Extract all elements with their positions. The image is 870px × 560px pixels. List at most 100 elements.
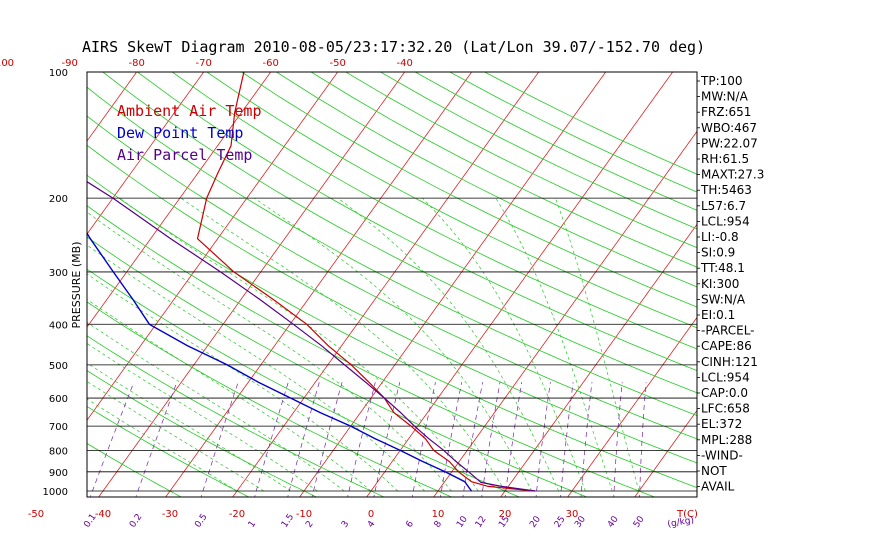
series-line-1 bbox=[87, 231, 473, 492]
pressure-tick-label: 600 bbox=[49, 394, 68, 405]
bottom-temp-tick-label: -40 bbox=[95, 509, 111, 520]
isotherm-line bbox=[0, 72, 70, 497]
dry-adiabat-line bbox=[415, 72, 697, 211]
pressure-tick-label: 900 bbox=[49, 468, 68, 479]
mixing-ratio-tick-label: 8 bbox=[433, 519, 445, 530]
bottom-unit-label: T(C) bbox=[676, 509, 698, 520]
bottom-temp-tick-label: -20 bbox=[229, 509, 245, 520]
index-entry: LCL:954 bbox=[701, 370, 750, 384]
mixing-ratio-line bbox=[89, 382, 135, 497]
mixing-ratio-line bbox=[462, 382, 483, 497]
mixing-ratio-tick-label: 4 bbox=[366, 519, 378, 530]
pressure-tick-label: 100 bbox=[49, 68, 68, 79]
dry-adiabat-line bbox=[276, 72, 697, 288]
legend-entry: Ambient Air Temp bbox=[117, 102, 262, 120]
index-entry: -PARCEL- bbox=[701, 324, 755, 338]
index-entry: LI:-0.8 bbox=[701, 230, 739, 244]
index-entry: TP:100 bbox=[700, 74, 743, 88]
pressure-tick-label: 1000 bbox=[43, 487, 68, 498]
pressure-tick-label: 500 bbox=[49, 361, 68, 372]
mixing-ratio-unit-label: (g/kg) bbox=[667, 515, 695, 529]
moist-adiabat-line bbox=[119, 197, 479, 492]
moist-adiabat-line bbox=[87, 342, 318, 492]
mixing-ratio-tick-label: 3 bbox=[340, 519, 351, 529]
mixing-ratio-line bbox=[481, 382, 501, 497]
pressure-tick-label: 700 bbox=[49, 422, 68, 433]
mixing-ratio-line bbox=[535, 382, 551, 497]
moist-adiabat-line bbox=[87, 244, 425, 492]
mixing-ratio-line bbox=[135, 382, 178, 497]
moist-adiabat-line bbox=[87, 381, 264, 492]
pressure-tick-label: 800 bbox=[49, 446, 68, 457]
mixing-ratio-line bbox=[373, 382, 401, 497]
legend-entry: Air Parcel Temp bbox=[117, 146, 252, 164]
mixing-ratio-line bbox=[411, 382, 436, 497]
legend-entry: Dew Point Temp bbox=[117, 124, 243, 142]
isotherm-line bbox=[87, 72, 272, 328]
bottom-temp-tick-label: -50 bbox=[28, 509, 44, 520]
mixing-ratio-tick-label: 10 bbox=[455, 514, 470, 529]
index-entry: L57:6.7 bbox=[701, 199, 746, 213]
index-entry: MPL:288 bbox=[701, 433, 752, 447]
dry-adiabat-line bbox=[171, 72, 697, 350]
y-axis-label: PRESSURE (MB) bbox=[70, 242, 83, 329]
dry-adiabat-line bbox=[241, 72, 697, 308]
grid-layer bbox=[0, 72, 697, 497]
index-entry: MAXT:27.3 bbox=[701, 168, 764, 182]
pressure-tick-label: 300 bbox=[49, 268, 68, 279]
index-entry: RH:61.5 bbox=[701, 152, 749, 166]
mixing-ratio-line bbox=[613, 382, 623, 497]
moist-adiabat-line bbox=[87, 362, 291, 492]
index-entry: AVAIL bbox=[701, 480, 735, 494]
mixing-ratio-tick-label: 0.2 bbox=[128, 512, 144, 529]
dry-adiabat-line bbox=[310, 72, 697, 268]
mixing-ratio-tick-label: 2 bbox=[304, 519, 315, 529]
index-entry: FRZ:651 bbox=[701, 105, 751, 119]
index-entry: LCL:954 bbox=[701, 214, 750, 228]
mixing-ratio-line bbox=[254, 382, 289, 497]
index-entry: CINH:121 bbox=[701, 355, 758, 369]
mixing-ratio-tick-label: 20 bbox=[528, 514, 543, 529]
mixing-ratio-line bbox=[347, 382, 376, 497]
top-temp-tick-label: -80 bbox=[129, 58, 145, 69]
index-entry: LFC:658 bbox=[701, 402, 750, 416]
index-entry: MW:N/A bbox=[701, 90, 749, 104]
mixing-ratio-tick-label: 1 bbox=[247, 519, 258, 529]
isotherm-line bbox=[0, 72, 3, 497]
plot-frame bbox=[86, 71, 698, 498]
top-temp-tick-label: -70 bbox=[196, 58, 212, 69]
bottom-temp-tick-label: -30 bbox=[162, 509, 178, 520]
dry-adiabat-line bbox=[87, 144, 697, 464]
series-line-0 bbox=[196, 72, 536, 492]
chart-title: AIRS SkewT Diagram 2010-08-05/23:17:32.2… bbox=[82, 38, 705, 56]
moist-adiabat-line bbox=[87, 398, 238, 492]
isotherm-line bbox=[87, 72, 339, 421]
top-temp-tick-label: -50 bbox=[330, 58, 346, 69]
index-entry: WBO:467 bbox=[701, 121, 757, 135]
index-entry: KI:300 bbox=[701, 277, 739, 291]
mixing-ratio-line bbox=[560, 382, 574, 497]
bottom-temp-tick-label: 0 bbox=[368, 509, 374, 520]
mixing-ratio-tick-label: 50 bbox=[632, 514, 647, 529]
mixing-ratio-line bbox=[504, 382, 523, 497]
mixing-ratio-tick-label: 12 bbox=[474, 515, 489, 530]
axis-layer: 1002003004005006007008009001000-120-110-… bbox=[0, 58, 698, 530]
moist-adiabat-line bbox=[555, 197, 640, 492]
bottom-temp-tick-label: -10 bbox=[296, 509, 312, 520]
moist-adiabat-line bbox=[495, 197, 613, 492]
isotherm-line bbox=[366, 72, 674, 497]
index-entry: EL:372 bbox=[701, 417, 742, 431]
dry-adiabat-line bbox=[102, 72, 697, 394]
pressure-tick-label: 400 bbox=[49, 320, 68, 331]
bottom-temp-tick-label: 20 bbox=[499, 509, 512, 520]
mixing-ratio-tick-label: 0.5 bbox=[193, 512, 209, 529]
mixing-ratio-tick-label: 6 bbox=[404, 519, 416, 530]
mixing-ratio-line bbox=[440, 382, 463, 497]
dry-adiabat-line bbox=[206, 72, 697, 329]
moist-adiabat-line bbox=[422, 197, 586, 492]
dry-adiabat-line bbox=[137, 72, 697, 372]
dry-adiabat-line bbox=[87, 86, 697, 416]
index-entry: PW:22.07 bbox=[701, 136, 758, 150]
